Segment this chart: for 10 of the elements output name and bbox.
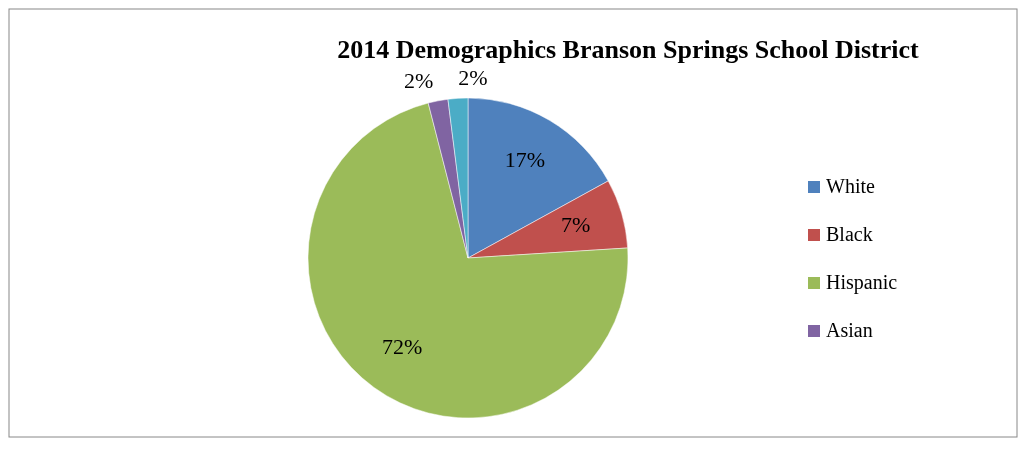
legend-label: Hispanic [826, 270, 898, 294]
legend-label: White [826, 174, 875, 197]
legend-label: Black [826, 222, 873, 245]
chart-title: 2014 Demographics Branson Springs School District [337, 35, 920, 64]
data-label: 2% [458, 65, 488, 91]
data-label: 72% [382, 333, 423, 359]
legend-label: Asian [826, 318, 873, 341]
data-label: 2% [403, 68, 434, 94]
data-label: 17% [504, 146, 546, 172]
data-label: 7% [560, 211, 591, 237]
